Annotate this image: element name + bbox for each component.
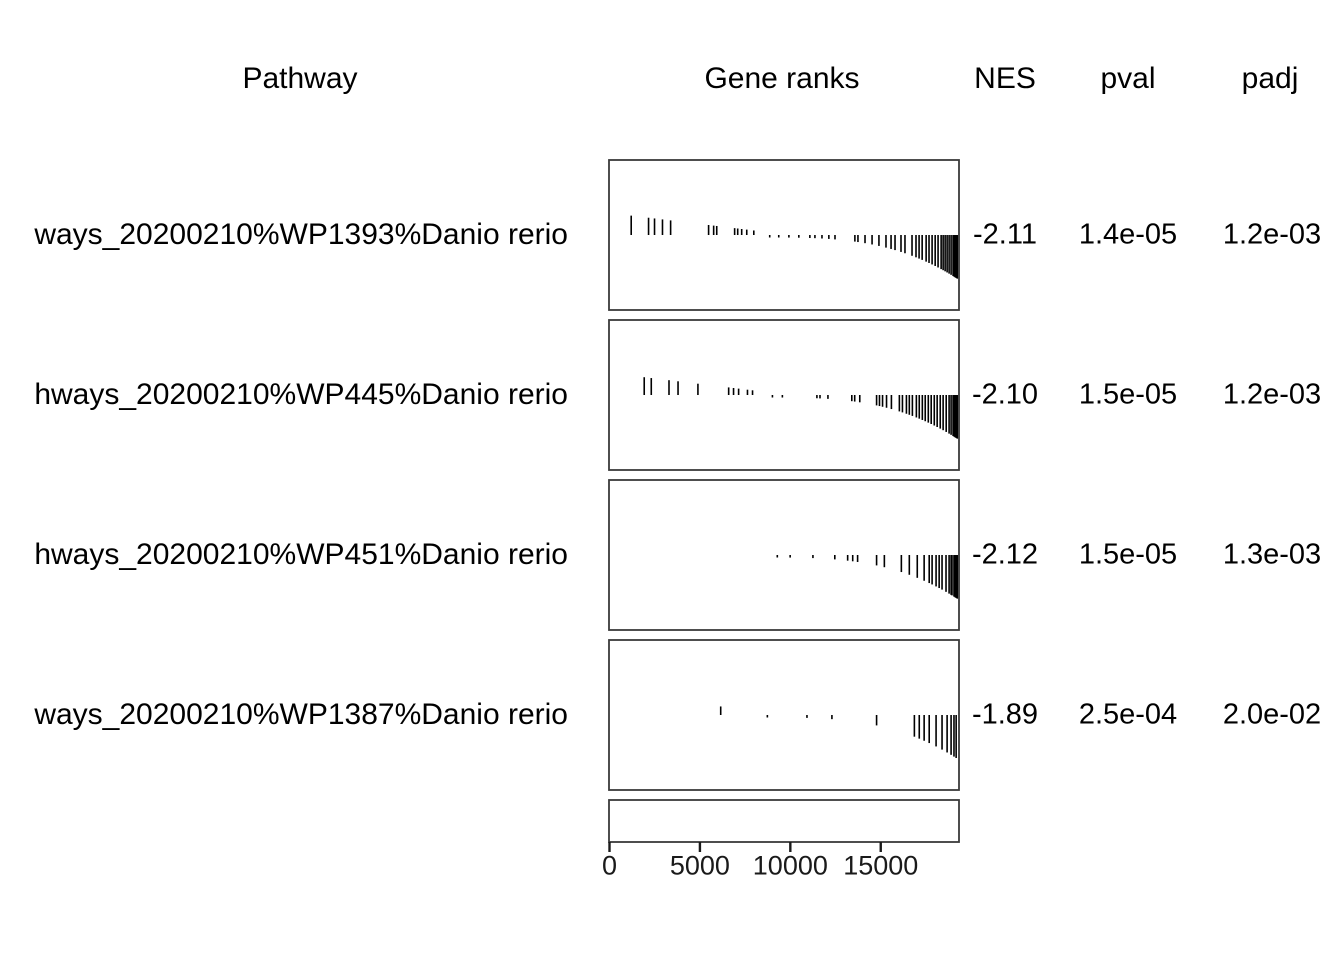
plot-border (608, 159, 960, 311)
gene-ranks-plot (608, 479, 960, 631)
nes-value: -2.11 (973, 218, 1037, 251)
padj-value: 1.3e-03 (1222, 538, 1322, 571)
column-header-padj: padj (1241, 62, 1299, 95)
axis-tick-label: 5000 (669, 850, 730, 881)
pathway-label: ways_20200210%WP1387%Danio rerio (34, 698, 568, 731)
pval-value: 2.5e-04 (1078, 698, 1178, 731)
column-header-nes: NES (974, 62, 1036, 95)
nes-value: -2.10 (971, 378, 1039, 411)
axis-tick-label: 15000 (843, 850, 919, 881)
pval-value: 1.5e-05 (1078, 378, 1178, 411)
gene-ranks-plot (608, 639, 960, 791)
plot-border (608, 479, 960, 631)
padj-value: 1.2e-03 (1222, 218, 1322, 251)
nes-value: -1.89 (971, 698, 1039, 731)
axis-tick-label: 0 (601, 850, 618, 881)
column-header-pathway: Pathway (242, 62, 358, 95)
axis-panel-border (608, 799, 960, 843)
pval-value: 1.4e-05 (1078, 218, 1178, 251)
axis-panel (608, 799, 960, 852)
axis-tick-label: 10000 (752, 850, 828, 881)
gene-ranks-plot (608, 159, 960, 311)
column-header-gene-ranks: Gene ranks (704, 62, 860, 95)
gene-ranks-plot (608, 319, 960, 471)
pathway-label: hways_20200210%WP445%Danio rerio (34, 378, 568, 411)
pval-value: 1.5e-05 (1078, 538, 1178, 571)
pathway-label: ways_20200210%WP1393%Danio rerio (34, 218, 568, 251)
column-header-pval: pval (1100, 62, 1156, 95)
nes-value: -2.12 (971, 538, 1039, 571)
pathway-label: hways_20200210%WP451%Danio rerio (34, 538, 568, 571)
plot-border (608, 639, 960, 791)
padj-value: 2.0e-02 (1222, 698, 1322, 731)
padj-value: 1.2e-03 (1222, 378, 1322, 411)
plot-border (608, 319, 960, 471)
